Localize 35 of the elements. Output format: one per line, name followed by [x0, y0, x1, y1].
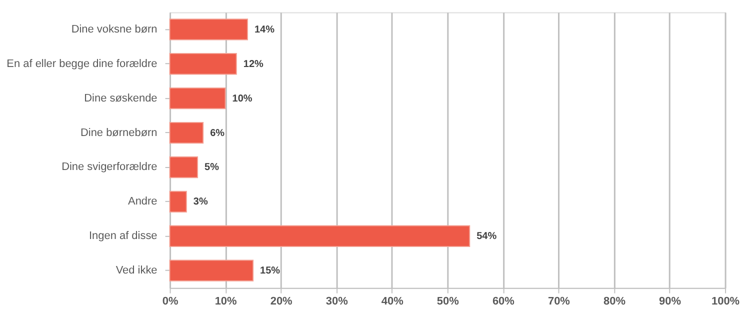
x-tick-label: 70%: [548, 295, 570, 308]
y-tick-label: Dine børnebørn: [80, 126, 158, 139]
bar: [169, 260, 254, 282]
bar: [169, 87, 226, 110]
y-tick-label: Dine voksne børn: [71, 23, 158, 36]
x-tick-label: 100%: [712, 295, 740, 308]
y-tick-label: Ingen af disse: [88, 230, 158, 242]
data-label: 5%: [204, 162, 220, 174]
bar: [169, 53, 237, 75]
x-tick-label: 90%: [659, 295, 682, 308]
data-label: 15%: [260, 266, 280, 277]
x-tick-label: 80%: [604, 295, 626, 308]
x-tick-label: 10%: [214, 295, 238, 308]
y-tick-label: Dine søskende: [84, 92, 158, 104]
data-label: 12%: [243, 58, 264, 70]
y-tick-label: Andre: [128, 196, 158, 208]
x-tick-label: 30%: [326, 295, 348, 308]
x-tick-label: 0%: [162, 295, 178, 308]
bar: [169, 122, 204, 144]
bar: [169, 225, 470, 247]
data-label: 54%: [476, 231, 497, 242]
data-label: 14%: [254, 24, 275, 36]
x-tick-label: 60%: [492, 295, 515, 308]
bar: [169, 18, 248, 40]
data-label: 3%: [193, 196, 208, 208]
data-label: 10%: [232, 93, 252, 104]
bar: [169, 156, 198, 178]
x-tick-label: 50%: [436, 295, 460, 308]
data-label: 6%: [210, 128, 225, 139]
y-tick-label: En af eller begge dine forældre: [6, 58, 158, 70]
y-tick-label: Ved ikke: [116, 264, 158, 277]
y-tick-label: Dine svigerforældre: [62, 161, 158, 174]
x-tick-label: 20%: [270, 295, 293, 308]
bar: [169, 190, 187, 213]
x-tick-label: 40%: [381, 295, 404, 308]
